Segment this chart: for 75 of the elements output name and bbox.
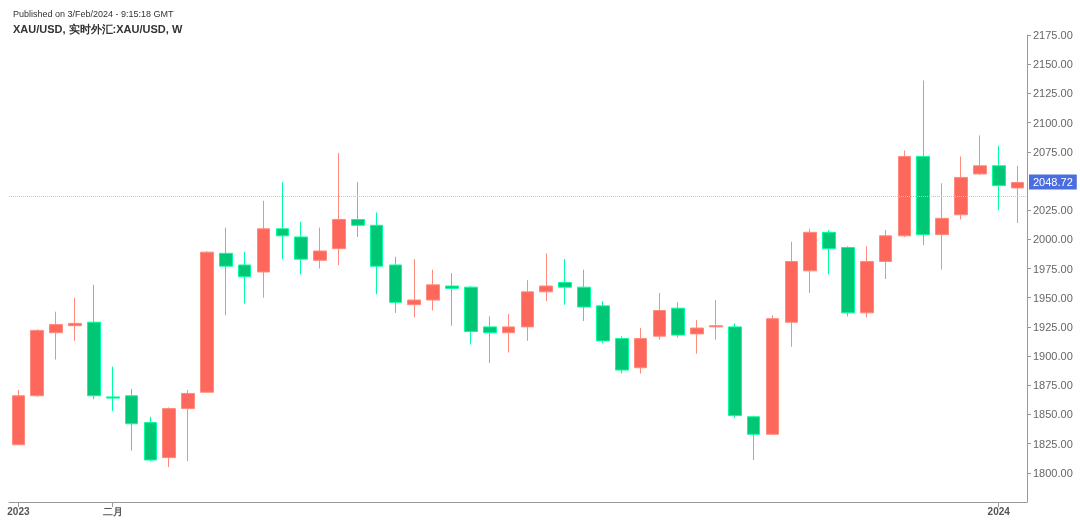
y-tick-label: 2150.00 — [1033, 58, 1073, 71]
candlestick — [87, 284, 101, 400]
candlestick — [370, 211, 383, 295]
candlestick — [596, 300, 610, 344]
candlestick — [12, 389, 25, 446]
candlestick — [521, 279, 534, 342]
candlestick — [106, 366, 120, 412]
candlestick — [973, 134, 987, 176]
candlestick — [860, 245, 874, 319]
candlestick — [785, 241, 798, 348]
candlestick — [822, 229, 836, 275]
candlestick — [690, 319, 704, 355]
candlestick — [898, 150, 911, 238]
candlestick — [841, 245, 855, 317]
candlestick — [935, 182, 949, 271]
candlestick — [200, 250, 214, 393]
candlestick — [558, 258, 572, 306]
text: 2048.72 — [1033, 175, 1073, 188]
candlestick — [68, 297, 82, 342]
candlestick — [313, 227, 327, 269]
candlestick — [992, 145, 1006, 211]
candlestick — [125, 388, 138, 452]
y-tick-label: 1825.00 — [1033, 437, 1073, 450]
candlestick — [351, 181, 365, 238]
candlestick — [407, 258, 421, 319]
candlestick — [747, 415, 760, 461]
y-tick-label: 1925.00 — [1033, 320, 1073, 333]
candlestick — [219, 227, 233, 316]
candlestick — [464, 285, 478, 345]
candlestick — [954, 155, 968, 220]
candlestick — [766, 314, 779, 435]
candlestick — [238, 251, 251, 305]
y-tick-label: 2175.00 — [1033, 29, 1073, 41]
y-tick-label: 1900.00 — [1033, 350, 1073, 363]
candlestick — [144, 416, 157, 462]
candlestick — [389, 256, 402, 314]
candlestick — [162, 406, 176, 468]
candlestick — [49, 311, 63, 361]
x-tick-label: 2023 — [7, 505, 30, 517]
candlestick — [539, 252, 553, 302]
x-tick-label: 2024 — [987, 505, 1011, 517]
y-tick-label: 2000.00 — [1033, 233, 1073, 246]
candlestick — [332, 152, 346, 266]
candlestick — [181, 389, 195, 462]
candlestick — [671, 301, 685, 338]
y-tick-label: 1850.00 — [1033, 408, 1073, 421]
y-tick-label: 1800.00 — [1033, 466, 1073, 479]
candlestick — [615, 335, 629, 375]
y-tick-label: 1875.00 — [1033, 379, 1073, 392]
candlestick — [577, 269, 591, 322]
candlestick — [728, 322, 742, 419]
candlestick — [709, 299, 723, 341]
candlestick — [803, 228, 817, 294]
candlestick — [1011, 165, 1024, 224]
y-tick-label: 2075.00 — [1033, 145, 1073, 158]
candlestick — [294, 221, 308, 275]
candlestick — [916, 80, 930, 246]
candlestick — [445, 272, 459, 327]
candlestick — [483, 315, 497, 364]
x-tick-label: 二月 — [102, 505, 123, 517]
candlestick — [879, 229, 892, 280]
y-tick-label: 2100.00 — [1033, 116, 1073, 129]
candlestick — [276, 181, 289, 260]
candlestick — [634, 327, 647, 375]
chart-title: Published on 3/Feb/2024 - 9:15:18 GMT — [13, 8, 175, 19]
y-tick-label: 1975.00 — [1033, 262, 1073, 275]
y-tick-label: 2025.00 — [1033, 204, 1073, 217]
candlestick — [30, 328, 44, 398]
candlestick — [502, 313, 515, 354]
candlestick — [426, 269, 440, 312]
y-tick-label: 2125.00 — [1033, 87, 1073, 100]
candlestick — [653, 292, 666, 341]
candlestick — [257, 200, 270, 299]
chart-subtitle: XAU/USD, 实时外汇:XAU/USD, W — [13, 22, 183, 35]
y-tick-label: 1950.00 — [1033, 291, 1073, 304]
